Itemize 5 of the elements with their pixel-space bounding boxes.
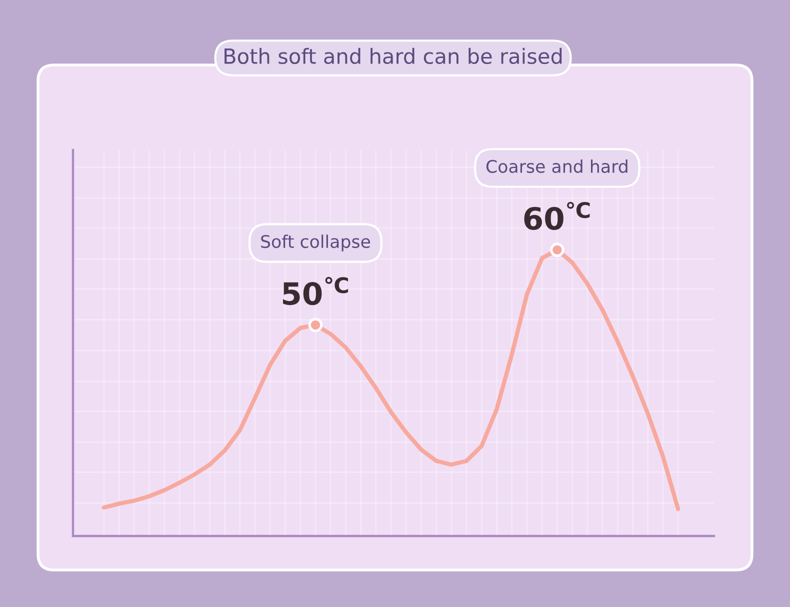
chart-title: Both soft and hard can be raised xyxy=(224,48,562,64)
annotation: Coarse and hard xyxy=(486,160,628,173)
annotation: Soft collapse xyxy=(261,234,370,252)
data-label: 50$^{℃}$ xyxy=(282,276,348,306)
data-label: 60$^{℃}$ xyxy=(524,202,590,230)
